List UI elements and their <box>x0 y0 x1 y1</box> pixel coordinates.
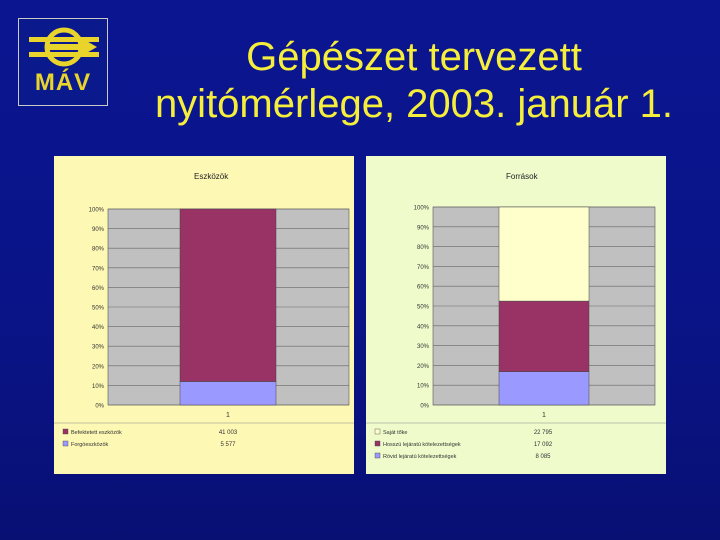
liabilities-bar-segment <box>498 300 590 372</box>
liabilities-legend-key <box>374 452 381 459</box>
assets-chart-panel: Eszközök 100% 90% 80% 70% 60% 50% 40% 30% 20% 10% 0… <box>54 156 354 474</box>
assets-ytick-label: 40% <box>92 325 105 331</box>
assets-ytick-label: 90% <box>92 227 105 233</box>
liabilities-ytick-label: 70% <box>417 265 430 271</box>
assets-legend-label: Forgóeszközök <box>71 442 109 448</box>
assets-ytick-label: 20% <box>92 364 105 370</box>
assets-legend-label: Befektetett eszközök <box>71 430 122 436</box>
liabilities-legend-key <box>374 440 381 447</box>
mav-logo: MÁV <box>18 18 108 106</box>
assets-xtick-label: 1 <box>226 412 230 419</box>
liabilities-bar-segment <box>498 206 590 302</box>
assets-ytick-label: 80% <box>92 247 105 253</box>
logo-text: MÁV <box>34 69 92 96</box>
liabilities-chart-panel: Források 100% 90% 80% 70% 60% 50% 40% 30% 20% 10% 0… <box>366 156 666 474</box>
liabilities-bar-segment <box>498 371 590 406</box>
liabilities-legend-label: Hosszú lejáratú kötelezettségek <box>383 442 461 448</box>
assets-ytick-label: 30% <box>92 345 105 351</box>
assets-bar-segment <box>179 208 277 382</box>
liabilities-data-label: 8 085 <box>535 454 551 460</box>
liabilities-ytick-label: 40% <box>417 324 430 330</box>
liabilities-ytick-label: 10% <box>417 384 430 390</box>
liabilities-ytick-label: 50% <box>417 305 430 311</box>
liabilities-legend-key <box>374 428 381 435</box>
assets-ytick-label: 10% <box>92 384 105 390</box>
assets-ytick-label: 70% <box>92 266 105 272</box>
assets-data-label: 5 577 <box>220 442 236 448</box>
assets-ytick-label: 60% <box>92 286 105 292</box>
liabilities-legend-label: Rövid lejáratú kötelezettségek <box>383 454 457 460</box>
liabilities-ytick-label: 80% <box>417 245 430 251</box>
rail-wheel-logo-icon <box>29 27 99 67</box>
assets-legend-key <box>62 440 69 447</box>
liabilities-ytick-label: 30% <box>417 344 430 350</box>
liabilities-legend-label: Saját tőke <box>383 430 407 436</box>
assets-chart: Eszközök 100% 90% 80% 70% 60% 50% 40% 30% 20% 10% 0… <box>54 172 354 448</box>
assets-bar-segment <box>179 381 277 406</box>
title-line-1: Gépészet tervezett <box>246 35 582 79</box>
assets-legend-key <box>62 428 69 435</box>
liabilities-ytick-label: 90% <box>417 225 430 231</box>
assets-chart-title: Eszközök <box>194 172 229 181</box>
liabilities-chart: Források 100% 90% 80% 70% 60% 50% 40% 30% 20% 10% 0… <box>366 172 666 460</box>
liabilities-ytick-label: 60% <box>417 285 430 291</box>
liabilities-ytick-label: 100% <box>414 206 430 212</box>
assets-ytick-label: 100% <box>89 208 105 214</box>
assets-ytick-label: 0% <box>95 404 104 410</box>
liabilities-data-label: 17 092 <box>534 442 553 448</box>
liabilities-ytick-label: 0% <box>420 404 429 410</box>
assets-ytick-label: 50% <box>92 306 105 312</box>
page-title: Gépészet tervezett nyitómérlege, 2003. j… <box>118 34 710 128</box>
liabilities-data-label: 22 795 <box>534 430 553 436</box>
liabilities-ytick-label: 20% <box>417 364 430 370</box>
liabilities-chart-title: Források <box>506 172 539 181</box>
liabilities-xtick-label: 1 <box>542 412 546 419</box>
assets-data-label: 41 003 <box>219 430 238 436</box>
title-line-2: nyitómérlege, 2003. január 1. <box>154 82 674 126</box>
